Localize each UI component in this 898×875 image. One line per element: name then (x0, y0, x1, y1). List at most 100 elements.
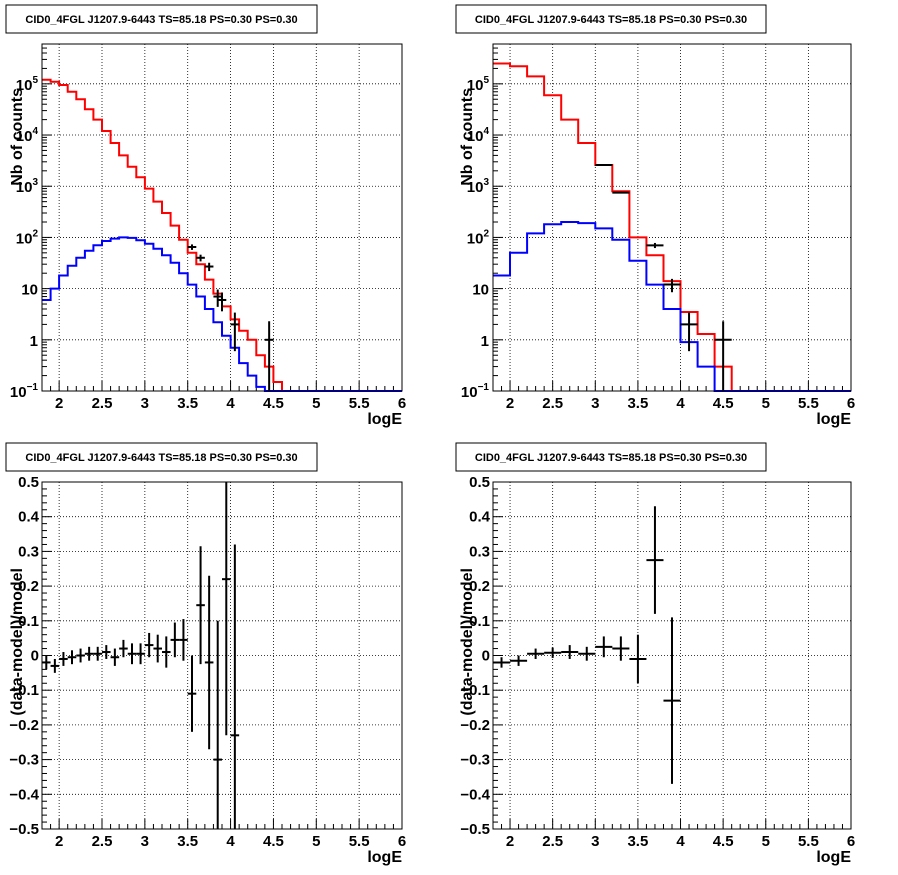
data-point (493, 657, 511, 668)
y-tick-label: 104 (16, 126, 39, 145)
x-tick-label: 5 (312, 395, 320, 412)
x-axis-label: logE (816, 411, 851, 428)
title-box (5, 442, 318, 472)
y-axis-label: Nb of counts (459, 88, 476, 186)
x-tick-label: 5 (762, 833, 770, 850)
axis-ticks (41, 43, 403, 392)
x-tick-label: 6 (398, 395, 406, 412)
data-point (204, 575, 214, 750)
x-tick-label: 4 (226, 395, 235, 412)
x-tick-label: 2.5 (542, 395, 563, 412)
x-axis-label: logE (816, 849, 851, 866)
y-tick-label: 104 (467, 126, 490, 145)
data-point (59, 652, 68, 666)
x-axis-label: logE (367, 411, 402, 428)
grid-lines (42, 44, 403, 391)
data-point (76, 648, 85, 663)
model-total-line (493, 62, 851, 392)
axis-ticks (41, 481, 403, 830)
y-tick-label: 0.1 (469, 613, 490, 630)
x-tick-label: 4 (676, 833, 685, 850)
y-tick-label: 0.5 (469, 474, 490, 491)
series-model-source (42, 236, 402, 392)
data-point (187, 655, 197, 732)
chart-title: CID0_4FGL J1207.9-6443 TS=85.18 PS=0.30 … (25, 14, 297, 26)
grid-lines (42, 482, 403, 829)
y-tick-label: 10 (21, 282, 38, 299)
series-data (595, 163, 732, 391)
x-tick-label: 3 (591, 395, 599, 412)
data-point (561, 645, 579, 659)
data-point (680, 312, 698, 352)
data-point (595, 636, 613, 658)
x-tick-label: 5.5 (349, 395, 370, 412)
y-tick-label: 0.3 (18, 543, 39, 560)
data-point (42, 655, 51, 670)
series-model-total (42, 78, 402, 392)
data-point (663, 617, 681, 784)
data-point (663, 278, 681, 293)
x-tick-label: 3.5 (627, 833, 648, 850)
x-tick-label: 2.5 (92, 395, 113, 412)
chart-title: CID0_4FGL J1207.9-6443 TS=85.18 PS=0.30 … (475, 14, 747, 26)
y-tick-label: −0.3 (460, 752, 490, 769)
series-residual (493, 506, 681, 784)
y-tick-label: 103 (16, 177, 39, 196)
data-point (578, 646, 596, 661)
plot-frame (41, 481, 403, 830)
chart-title: CID0_4FGL J1207.9-6443 TS=85.18 PS=0.30 … (475, 452, 747, 464)
y-tick-label: −0.1 (460, 682, 490, 699)
data-point (612, 191, 630, 194)
x-tick-label: 6 (847, 833, 855, 850)
data-point (646, 506, 664, 614)
x-tick-label: 6 (847, 395, 855, 412)
x-tick-label: 2.5 (92, 833, 113, 850)
y-tick-label: 105 (467, 75, 490, 94)
title-box (455, 4, 767, 34)
y-tick-label: 103 (467, 177, 490, 196)
x-tick-label: 4.5 (263, 833, 284, 850)
data-point (162, 636, 171, 668)
x-tick-label: 5.5 (349, 833, 370, 850)
y-tick-label: 0.2 (469, 578, 490, 595)
data-point (230, 544, 240, 829)
y-tick-label: 0.3 (469, 543, 490, 560)
data-point (196, 546, 205, 665)
x-tick-label: 4.5 (713, 395, 734, 412)
data-point (217, 292, 227, 312)
chart-panel-2: 2 2.5 3 3.5 4 4.5 5 5.5 6 10−1 1 10 102 103 104 105 logE… (455, 4, 855, 428)
y-axis-label: (data-model)/model (9, 568, 26, 716)
x-tick-label: 3 (141, 833, 149, 850)
y-tick-label: 102 (467, 228, 490, 247)
y-tick-label: 0.4 (18, 509, 40, 526)
series-model-total (493, 62, 851, 392)
series-residual (42, 482, 240, 829)
data-point (50, 658, 60, 673)
data-point (204, 262, 214, 272)
data-point (67, 650, 77, 665)
y-tick-label: −0.5 (9, 821, 39, 838)
data-point (264, 321, 274, 391)
x-tick-label: 2 (506, 395, 514, 412)
title-box (5, 4, 318, 34)
chart-panel-3: 2 2.5 3 3.5 4 4.5 5 5.5 6 −0.5 −0.4 −0.3 −0.2 −0.1 0 0.… (5, 442, 406, 866)
x-tick-label: 5.5 (798, 833, 819, 850)
data-point (196, 254, 205, 262)
data-point (213, 620, 222, 829)
x-tick-label: 4.5 (263, 395, 284, 412)
y-tick-label: 0.4 (469, 509, 491, 526)
model-source-line (493, 221, 851, 392)
x-tick-label: 5 (312, 833, 320, 850)
plot-frame (492, 43, 852, 392)
data-point (629, 634, 647, 684)
data-point (230, 312, 240, 352)
y-axis-label: (data-model)/model (459, 568, 476, 716)
data-point (136, 643, 145, 665)
y-tick-label: −0.2 (9, 717, 39, 734)
x-tick-label: 5 (762, 395, 770, 412)
x-tick-label: 3.5 (627, 395, 648, 412)
y-tick-label: −0.4 (460, 786, 490, 803)
data-point (714, 321, 732, 391)
y-tick-label: 1 (481, 333, 489, 350)
x-tick-label: 4.5 (713, 833, 734, 850)
